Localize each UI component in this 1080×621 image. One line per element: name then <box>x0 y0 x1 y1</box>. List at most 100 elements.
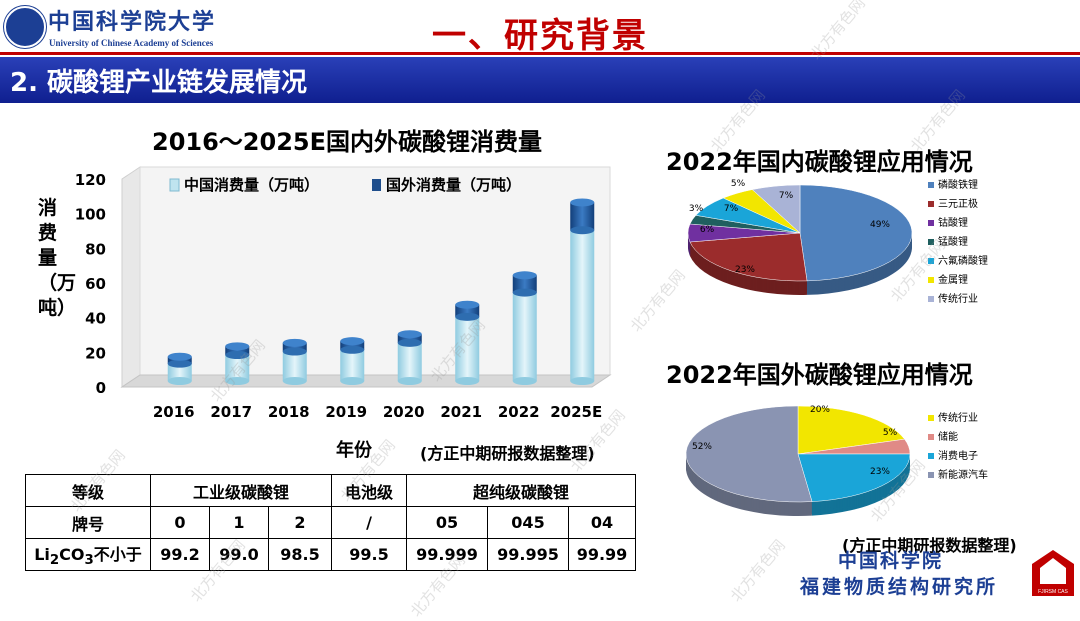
legend-swatch <box>928 434 934 440</box>
pie1-title: 2022年国内碳酸锂应用情况 <box>666 148 973 176</box>
chart-back-wall <box>139 166 611 376</box>
legend-label: 三元正极 <box>938 197 978 210</box>
x-tick-label: 2025E <box>550 403 602 421</box>
y-tick-label: 120 <box>75 171 106 189</box>
legend-label: 消费电子 <box>938 449 978 462</box>
table-cell: 99.99 <box>568 538 636 571</box>
bar-abroad-2017 <box>225 346 250 355</box>
bar-china-base <box>570 377 595 385</box>
bar-china-base <box>455 377 480 385</box>
pie1-chart: 49% 23% 6% 3% 7% 5% 7% 磷酸铁锂三元正极钴酸锂锰酸锂六氟磷酸锂金属锂传统… <box>687 178 988 305</box>
legend-swatch <box>928 239 934 245</box>
section-title: 2. 碳酸锂产业链发展情况 <box>10 68 308 98</box>
bar-china-2018 <box>282 351 307 381</box>
table-cell: 045 <box>487 506 569 539</box>
pie-value-label: 7% <box>779 191 794 201</box>
legend-label-abroad: 国外消费量（万吨） <box>386 176 521 194</box>
legend-swatch <box>928 277 934 283</box>
bar-segment-join <box>455 312 480 321</box>
bar-top-cap <box>512 271 537 280</box>
table-cell: 99.2 <box>150 538 210 571</box>
grade-spec-table: 等级 工业级碳酸锂 电池级 超纯级碳酸锂 牌号 0 1 2 / 05 045 0… <box>25 474 636 571</box>
bar-chart-xlabel: 年份 <box>336 440 372 461</box>
pie2-source: (方正中期研报数据整理) <box>842 536 1017 555</box>
bar-segment-join <box>282 347 307 356</box>
page-title: 一、研究背景 <box>432 16 648 56</box>
bar-china-2016 <box>167 363 192 381</box>
logo-chinese-text: 中国科学院大学 <box>48 9 217 35</box>
legend-label: 传统行业 <box>938 411 978 424</box>
table-cell: 98.5 <box>268 538 332 571</box>
bar-top-cap <box>340 337 365 346</box>
cas-logo-icon <box>4 6 46 48</box>
legend-label: 金属锂 <box>938 273 968 286</box>
bar-segment-join <box>570 226 595 235</box>
bar-chart-title: 2016～2025E国内外碳酸锂消费量 <box>152 128 542 156</box>
pie-value-label: 23% <box>870 467 890 477</box>
bar-china-2022 <box>512 292 537 381</box>
y-tick-label: 100 <box>75 206 106 224</box>
bar-segment-join <box>340 345 365 354</box>
bar-china-2017 <box>225 355 250 381</box>
bar-china-base <box>340 377 365 385</box>
pie-value-label: 49% <box>870 220 890 230</box>
x-tick-label: 2018 <box>268 403 310 421</box>
table-cell: 超纯级碳酸锂 <box>406 474 636 507</box>
y-tick-label: 60 <box>85 275 106 293</box>
legend-label: 锰酸锂 <box>938 235 968 248</box>
bar-china-2021 <box>455 316 480 381</box>
chart-floor <box>120 374 612 388</box>
y-tick-label: 40 <box>85 310 106 328</box>
legend-label: 储能 <box>938 430 958 443</box>
legend-swatch <box>928 415 934 421</box>
bar-top-cap <box>167 352 192 361</box>
pie-value-label: 23% <box>735 265 755 275</box>
pie-value-label: 5% <box>883 428 898 438</box>
pie-value-label: 20% <box>810 405 830 415</box>
table-cell: 工业级碳酸锂 <box>150 474 332 507</box>
table-cell: 电池级 <box>331 474 407 507</box>
legend-swatch-abroad <box>372 179 381 191</box>
legend-label: 新能源汽车 <box>938 468 988 481</box>
table-cell: 99.999 <box>406 538 488 571</box>
bar-abroad-2022 <box>512 275 537 293</box>
x-tick-label: 2020 <box>383 403 425 421</box>
table-cell: 1 <box>209 506 269 539</box>
table-cell: 99.5 <box>331 538 407 571</box>
bar-china-2025E <box>570 230 595 381</box>
table-cell-formula: Li2CO3不小于 <box>25 538 151 571</box>
x-tick-label: 2016 <box>153 403 195 421</box>
table-row: 等级 工业级碳酸锂 电池级 超纯级碳酸锂 <box>25 474 636 507</box>
table-cell: 2 <box>268 506 332 539</box>
x-tick-label: 2021 <box>440 403 482 421</box>
bar-china-2019 <box>340 349 365 381</box>
bar-top-cap <box>397 330 422 339</box>
legend-label-china: 中国消费量（万吨） <box>184 176 319 194</box>
pie-value-label: 6% <box>700 225 715 235</box>
y-tick-label: 80 <box>85 240 106 258</box>
bar-segment-join <box>167 359 192 368</box>
pie-slice-新能源汽车 <box>685 405 813 503</box>
chart-side-wall <box>121 166 141 388</box>
table-row: Li2CO3不小于 99.2 99.0 98.5 99.5 99.999 99.… <box>25 538 636 571</box>
table-cell: / <box>331 506 407 539</box>
bar-segment-join <box>225 351 250 359</box>
bar-top-cap <box>225 342 250 351</box>
bar-china-base <box>225 377 250 385</box>
legend-swatch <box>928 472 934 478</box>
section-banner <box>0 57 1080 103</box>
bar-chart: 0 20 40 60 80 100 120 2016 2017 2018 2019 2020 2021 2… <box>75 166 612 421</box>
legend-swatch <box>928 296 934 302</box>
bar-china-base <box>167 377 192 385</box>
bar-china-base <box>512 377 537 385</box>
bar-segment-join <box>512 288 537 297</box>
pie2-title: 2022年国外碳酸锂应用情况 <box>666 361 973 389</box>
legend-swatch <box>928 182 934 188</box>
watermark-text: 北方有色网 <box>726 536 789 606</box>
legend-swatch <box>928 220 934 226</box>
title-divider <box>0 52 1080 55</box>
institute-name-line2: 福建物质结构研究所 <box>800 576 999 598</box>
legend-label: 钴酸锂 <box>938 216 968 229</box>
legend-label: 传统行业 <box>938 292 978 305</box>
